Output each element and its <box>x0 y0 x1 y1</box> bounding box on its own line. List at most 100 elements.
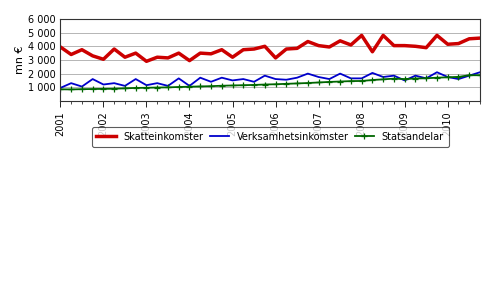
Skatteinkomster <box>144 60 149 63</box>
Statsandelar <box>348 79 354 83</box>
Line: Statsandelar: Statsandelar <box>57 72 483 92</box>
Skatteinkomster <box>402 44 408 47</box>
Verksamhetsinkomster <box>305 72 311 75</box>
Statsandelar <box>79 87 85 91</box>
Verksamhetsinkomster <box>208 80 214 83</box>
Skatteinkomster <box>165 56 171 60</box>
Skatteinkomster <box>359 34 365 37</box>
Skatteinkomster <box>111 47 117 51</box>
Verksamhetsinkomster <box>402 79 408 82</box>
Skatteinkomster <box>294 46 300 50</box>
Verksamhetsinkomster <box>122 84 128 88</box>
Skatteinkomster <box>251 47 257 51</box>
Statsandelar <box>144 86 149 90</box>
Statsandelar <box>68 88 74 91</box>
Verksamhetsinkomster <box>348 77 354 80</box>
Skatteinkomster <box>434 34 440 37</box>
Verksamhetsinkomster <box>359 77 365 80</box>
Statsandelar <box>294 82 300 85</box>
Skatteinkomster <box>455 42 461 45</box>
Verksamhetsinkomster <box>144 83 149 87</box>
Verksamhetsinkomster <box>423 77 429 80</box>
Verksamhetsinkomster <box>133 77 139 81</box>
Skatteinkomster <box>79 48 85 52</box>
Skatteinkomster <box>230 55 236 59</box>
Statsandelar <box>273 83 279 86</box>
Skatteinkomster <box>133 51 139 55</box>
Line: Skatteinkomster: Skatteinkomster <box>60 35 480 61</box>
Verksamhetsinkomster <box>391 74 397 77</box>
Verksamhetsinkomster <box>445 75 450 79</box>
Statsandelar <box>57 88 63 91</box>
Verksamhetsinkomster <box>176 77 182 80</box>
Skatteinkomster <box>198 51 203 55</box>
Skatteinkomster <box>208 52 214 56</box>
Verksamhetsinkomster <box>434 70 440 74</box>
Verksamhetsinkomster <box>369 71 375 75</box>
Skatteinkomster <box>412 44 418 48</box>
Verksamhetsinkomster <box>68 81 74 85</box>
Line: Verksamhetsinkomster: Verksamhetsinkomster <box>60 72 480 88</box>
Skatteinkomster <box>100 58 106 61</box>
Statsandelar <box>165 86 171 89</box>
Skatteinkomster <box>122 55 128 59</box>
Y-axis label: mn €: mn € <box>15 46 25 74</box>
Verksamhetsinkomster <box>273 77 279 81</box>
Verksamhetsinkomster <box>241 77 247 81</box>
Statsandelar <box>262 83 268 86</box>
Verksamhetsinkomster <box>230 79 236 82</box>
Verksamhetsinkomster <box>198 76 203 80</box>
Statsandelar <box>111 87 117 91</box>
Verksamhetsinkomster <box>477 70 483 74</box>
Skatteinkomster <box>316 44 322 47</box>
Skatteinkomster <box>154 55 160 59</box>
Verksamhetsinkomster <box>316 75 322 79</box>
Statsandelar <box>122 86 128 90</box>
Verksamhetsinkomster <box>466 74 472 77</box>
Verksamhetsinkomster <box>79 85 85 88</box>
Verksamhetsinkomster <box>326 77 332 81</box>
Statsandelar <box>359 79 365 83</box>
Statsandelar <box>326 80 332 84</box>
Verksamhetsinkomster <box>165 84 171 88</box>
Statsandelar <box>100 87 106 91</box>
Skatteinkomster <box>187 59 193 62</box>
Verksamhetsinkomster <box>90 77 96 81</box>
Skatteinkomster <box>219 48 225 52</box>
Legend: Skatteinkomster, Verksamhetsinkomster, Statsandelar: Skatteinkomster, Verksamhetsinkomster, S… <box>92 127 449 147</box>
Skatteinkomster <box>305 40 311 43</box>
Statsandelar <box>466 73 472 77</box>
Statsandelar <box>380 77 386 81</box>
Statsandelar <box>369 78 375 82</box>
Verksamhetsinkomster <box>294 76 300 80</box>
Statsandelar <box>176 85 182 89</box>
Statsandelar <box>187 85 193 89</box>
Skatteinkomster <box>176 51 182 55</box>
Statsandelar <box>283 82 289 86</box>
Statsandelar <box>337 80 343 83</box>
Skatteinkomster <box>273 56 279 60</box>
Verksamhetsinkomster <box>100 83 106 86</box>
Verksamhetsinkomster <box>111 81 117 85</box>
Statsandelar <box>198 85 203 88</box>
Statsandelar <box>412 77 418 80</box>
Verksamhetsinkomster <box>412 74 418 77</box>
Skatteinkomster <box>90 54 96 58</box>
Statsandelar <box>316 81 322 84</box>
Skatteinkomster <box>57 45 63 49</box>
Statsandelar <box>241 83 247 87</box>
Skatteinkomster <box>326 45 332 49</box>
Statsandelar <box>305 81 311 85</box>
Skatteinkomster <box>423 46 429 49</box>
Verksamhetsinkomster <box>283 78 289 82</box>
Statsandelar <box>230 84 236 87</box>
Skatteinkomster <box>380 34 386 37</box>
Verksamhetsinkomster <box>154 81 160 85</box>
Verksamhetsinkomster <box>455 77 461 81</box>
Statsandelar <box>445 75 450 79</box>
Statsandelar <box>208 84 214 88</box>
Statsandelar <box>477 73 483 77</box>
Statsandelar <box>423 77 429 80</box>
Verksamhetsinkomster <box>251 80 257 83</box>
Skatteinkomster <box>466 37 472 41</box>
